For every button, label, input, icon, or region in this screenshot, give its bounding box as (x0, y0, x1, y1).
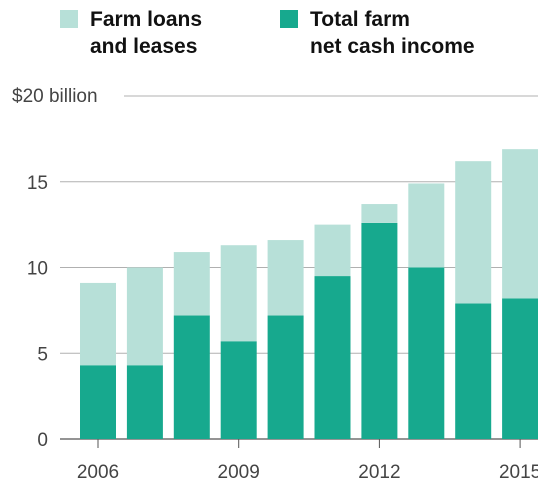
bar-farm-loans (173, 252, 210, 316)
bar-net-cash-income (408, 267, 445, 439)
bar-farm-loans (408, 183, 445, 268)
bar-farm-loans (220, 245, 257, 342)
bar-net-cash-income (126, 365, 163, 439)
bar-net-cash-income (361, 222, 398, 439)
bar-net-cash-income (173, 315, 210, 439)
y-tick-label: 10 (27, 259, 48, 280)
bar-farm-loans (314, 224, 351, 277)
x-tick-label: 2012 (358, 462, 400, 483)
bar-net-cash-income (267, 315, 304, 439)
x-tick-label: 2015 (499, 462, 538, 483)
y-tick-label: 0 (37, 430, 48, 451)
bar-net-cash-income (314, 276, 351, 439)
bar-net-cash-income (455, 303, 492, 439)
bar-net-cash-income (220, 341, 257, 439)
bar-net-cash-income (80, 365, 116, 439)
bar-farm-loans (455, 161, 492, 304)
bar-farm-loans (80, 282, 116, 366)
bar-farm-loans (361, 204, 398, 223)
y-axis-unit-label: $20 billion (12, 86, 98, 107)
bar-farm-loans (502, 149, 538, 299)
legend-label-farm-loans: Farm loans and leases (90, 8, 203, 58)
bar-farm-loans (126, 267, 163, 366)
bar-farm-loans (267, 240, 304, 316)
x-tick-label: 2009 (218, 462, 260, 483)
y-tick-label: 15 (27, 173, 48, 194)
legend-label-net-cash-income: Total farm net cash income (310, 8, 475, 58)
chart-legend: Farm loans and leases Total farm net cas… (0, 6, 538, 66)
y-tick-label: 5 (37, 344, 48, 365)
x-tick-label: 2006 (77, 462, 119, 483)
legend-swatch-farm-loans (60, 10, 78, 28)
legend-swatch-net-cash-income (280, 10, 298, 28)
bar-net-cash-income (502, 298, 538, 439)
